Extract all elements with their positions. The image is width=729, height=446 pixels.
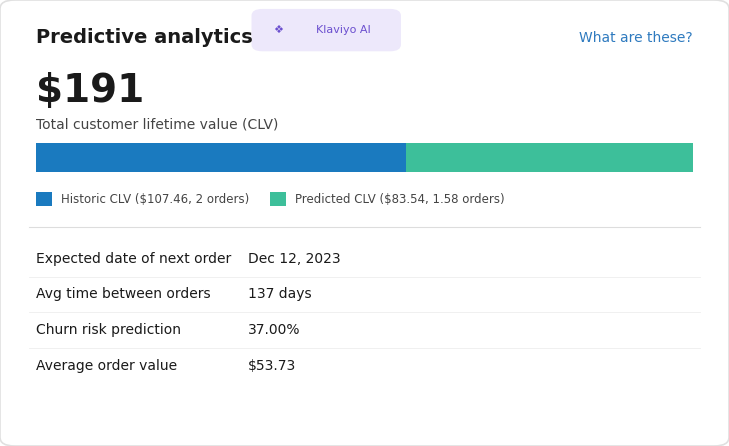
Text: Expected date of next order: Expected date of next order (36, 252, 232, 266)
FancyBboxPatch shape (252, 9, 401, 51)
Text: 37.00%: 37.00% (248, 323, 300, 337)
Text: Average order value: Average order value (36, 359, 178, 373)
Text: 137 days: 137 days (248, 287, 311, 301)
Text: $191: $191 (36, 72, 144, 111)
Text: Predicted CLV ($83.54, 1.58 orders): Predicted CLV ($83.54, 1.58 orders) (295, 193, 504, 206)
Text: Avg time between orders: Avg time between orders (36, 287, 211, 301)
Text: Predictive analytics: Predictive analytics (36, 29, 253, 47)
Text: $53.73: $53.73 (248, 359, 296, 373)
Text: Historic CLV ($107.46, 2 orders): Historic CLV ($107.46, 2 orders) (61, 193, 249, 206)
FancyBboxPatch shape (36, 143, 405, 172)
FancyBboxPatch shape (270, 192, 286, 206)
Text: ❖: ❖ (273, 25, 284, 35)
FancyBboxPatch shape (36, 192, 52, 206)
Text: What are these?: What are these? (579, 31, 693, 45)
Text: Total customer lifetime value (CLV): Total customer lifetime value (CLV) (36, 118, 278, 132)
Text: Churn risk prediction: Churn risk prediction (36, 323, 182, 337)
Text: Klaviyo AI: Klaviyo AI (316, 25, 370, 35)
Text: Dec 12, 2023: Dec 12, 2023 (248, 252, 340, 266)
FancyBboxPatch shape (405, 143, 693, 172)
